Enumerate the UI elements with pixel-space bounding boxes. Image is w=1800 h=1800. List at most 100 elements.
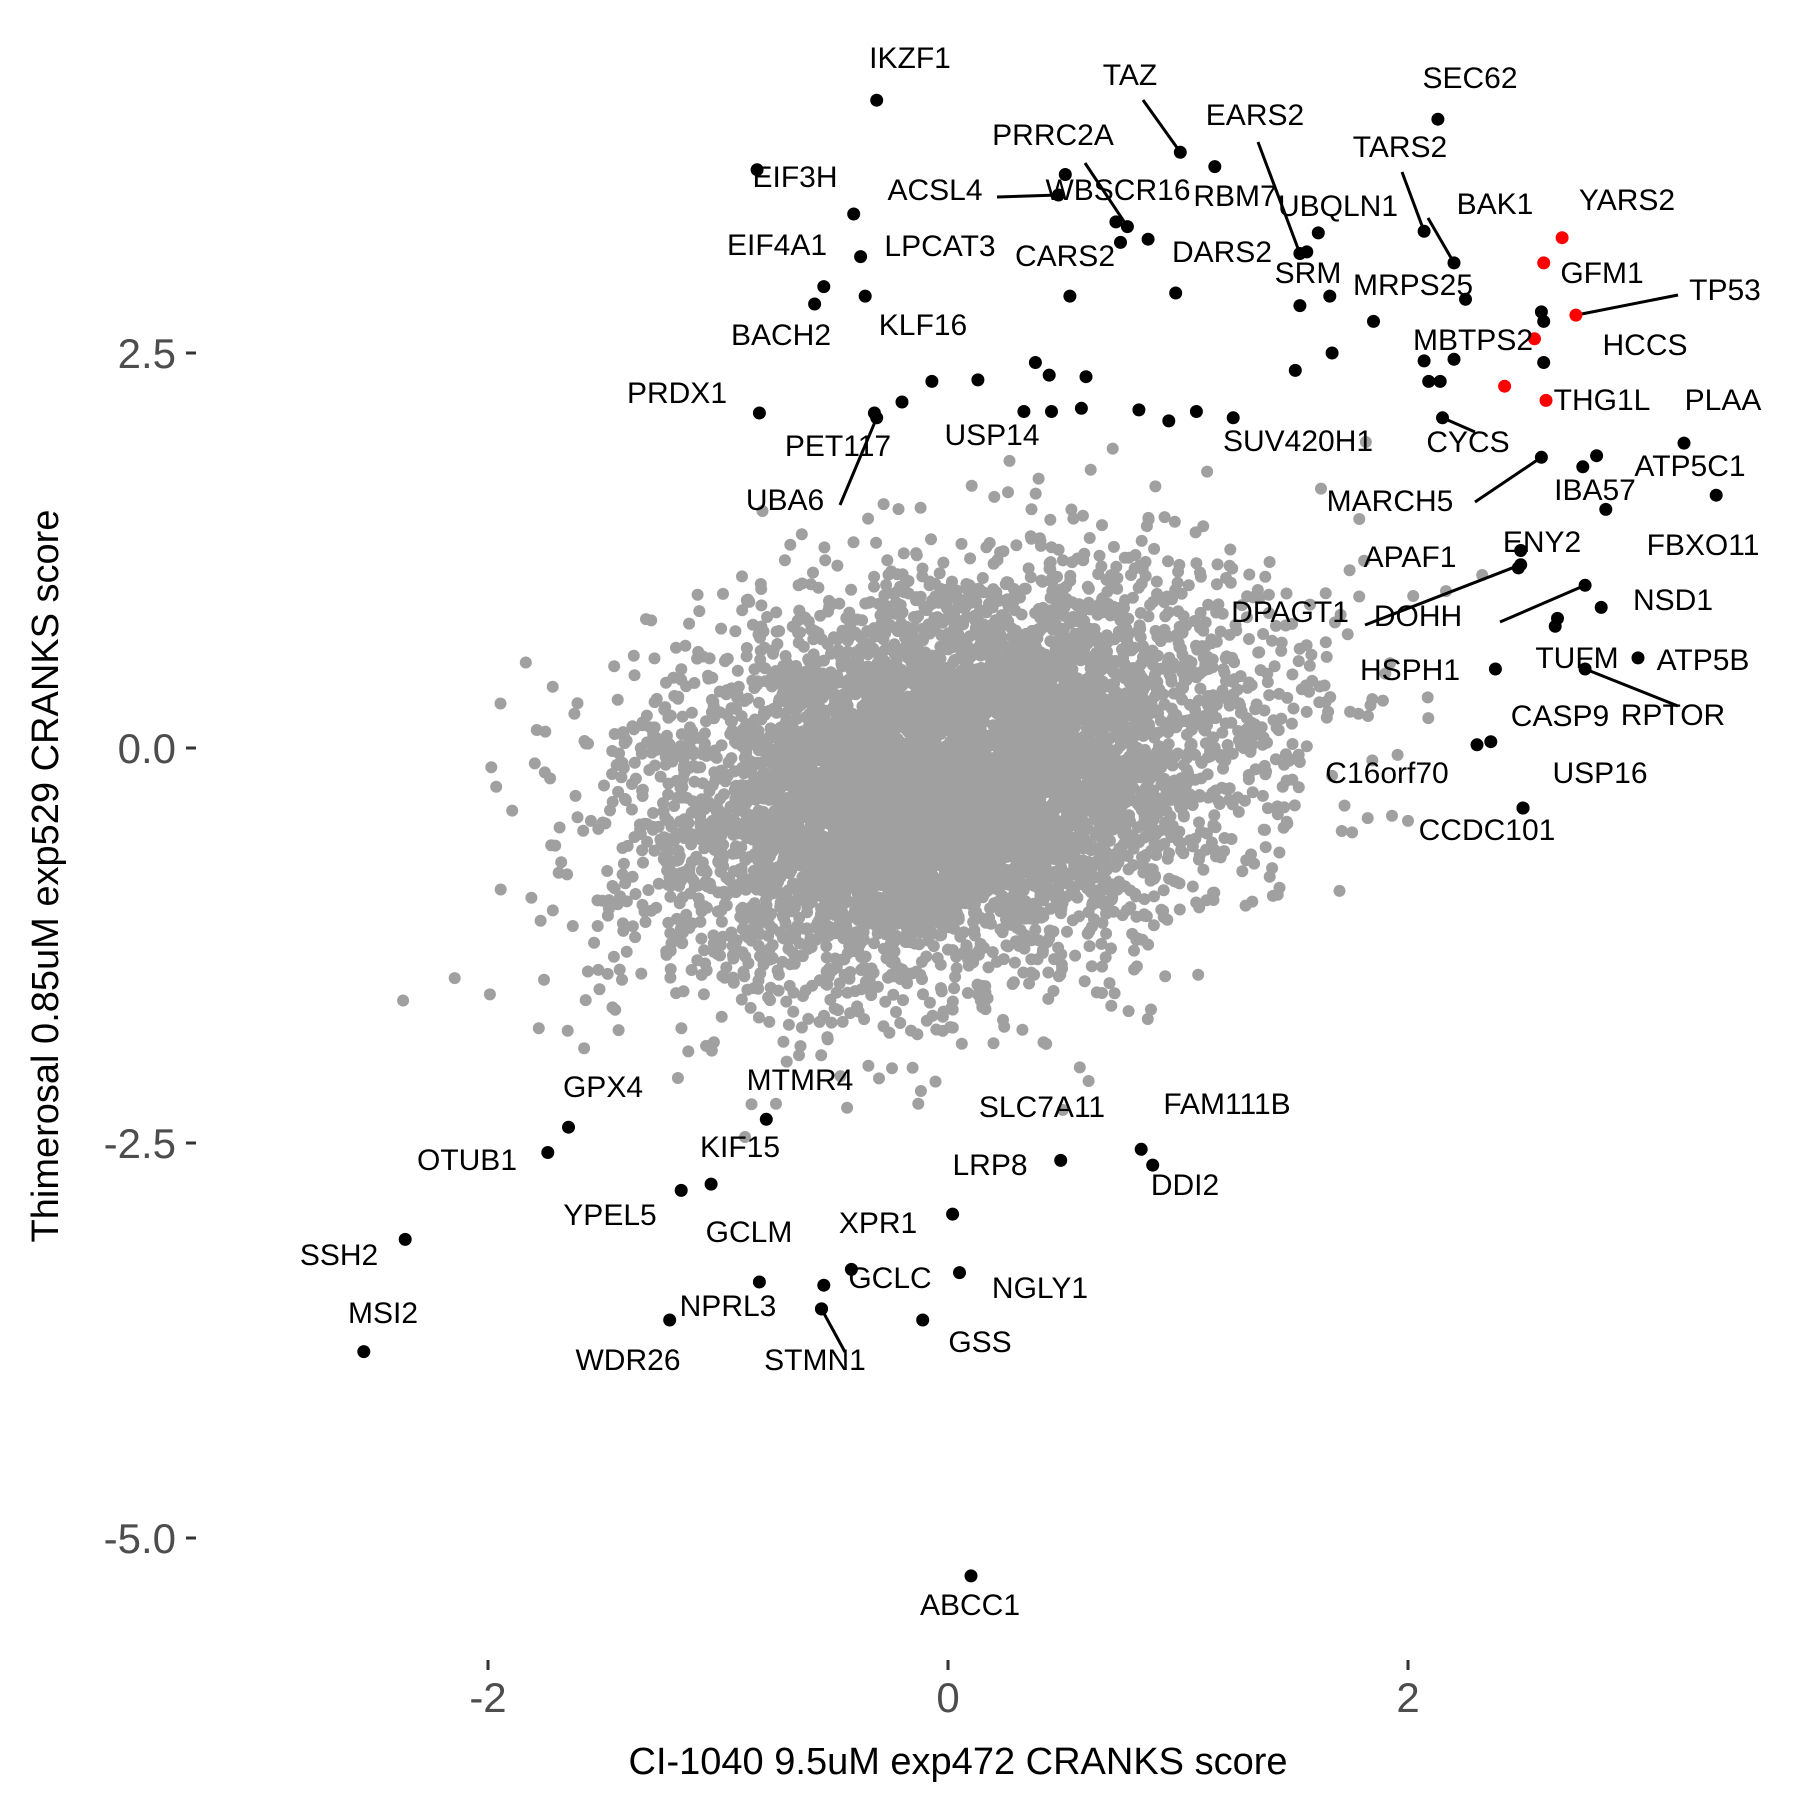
background-point — [1226, 747, 1239, 760]
background-point — [836, 1015, 849, 1028]
background-point — [780, 995, 793, 1008]
background-point — [1234, 670, 1247, 683]
background-point — [1209, 821, 1222, 834]
background-point — [1073, 1061, 1086, 1074]
background-point — [1061, 925, 1073, 938]
background-point — [895, 617, 908, 630]
background-point — [483, 988, 496, 1001]
background-point — [1285, 717, 1298, 730]
background-point — [1151, 649, 1164, 662]
background-point — [682, 817, 695, 829]
background-point — [1211, 558, 1224, 571]
background-point — [1052, 543, 1065, 556]
background-point — [735, 903, 748, 916]
background-point — [684, 721, 696, 734]
background-point — [1292, 655, 1305, 668]
background-point — [818, 541, 831, 554]
background-point — [1130, 910, 1143, 923]
background-point — [715, 1010, 728, 1023]
background-point — [855, 964, 868, 976]
background-point — [592, 963, 605, 976]
background-point — [957, 926, 970, 939]
background-point — [665, 820, 678, 833]
background-point — [1379, 667, 1392, 680]
background-point — [948, 982, 961, 995]
background-point — [485, 761, 498, 774]
background-point — [1208, 809, 1221, 822]
background-point — [1029, 487, 1042, 500]
background-point — [739, 1131, 751, 1143]
background-point — [1224, 576, 1237, 589]
background-point — [725, 715, 738, 728]
background-point — [668, 834, 681, 847]
background-point — [1100, 907, 1112, 920]
background-point — [566, 920, 579, 932]
background-point — [752, 939, 765, 952]
background-point — [770, 1097, 782, 1110]
background-point — [1261, 667, 1274, 680]
background-point — [652, 877, 665, 890]
background-point — [628, 669, 641, 682]
background-point — [1017, 966, 1030, 979]
background-point — [1173, 903, 1186, 916]
background-point — [1062, 672, 1075, 685]
background-point — [675, 1022, 688, 1035]
background-point — [1093, 549, 1106, 562]
background-point — [1047, 985, 1060, 997]
background-point — [802, 1012, 815, 1025]
background-point — [1319, 587, 1332, 600]
background-point — [1286, 668, 1299, 681]
background-point — [1243, 633, 1255, 645]
background-point — [1034, 878, 1047, 891]
background-point — [616, 868, 629, 881]
background-point — [778, 554, 791, 567]
background-point — [1016, 1023, 1029, 1036]
background-point — [819, 554, 832, 567]
background-point — [908, 611, 920, 623]
background-point — [629, 888, 642, 900]
background-point — [870, 536, 883, 549]
background-point — [727, 976, 740, 989]
background-point — [601, 967, 614, 980]
background-point — [1275, 636, 1288, 649]
background-point — [1138, 852, 1151, 864]
background-point — [1216, 726, 1229, 739]
background-point — [617, 857, 630, 870]
background-point — [648, 652, 661, 665]
background-point — [1262, 588, 1275, 601]
background-point — [1148, 542, 1161, 555]
background-point — [627, 649, 640, 662]
background-point — [744, 1001, 757, 1014]
background-point — [634, 742, 647, 755]
background-point — [702, 672, 715, 685]
background-point — [1315, 482, 1327, 495]
background-point — [1122, 1005, 1135, 1018]
background-point — [1359, 436, 1372, 448]
background-point — [997, 953, 1010, 966]
background-point — [748, 663, 761, 676]
background-point — [1173, 877, 1186, 890]
background-point — [952, 911, 965, 923]
background-point — [546, 680, 559, 693]
background-point — [1128, 963, 1141, 976]
background-point — [1236, 865, 1249, 878]
background-point — [1154, 635, 1167, 647]
background-point — [841, 1101, 854, 1114]
background-point — [691, 797, 704, 810]
background-point — [1161, 590, 1174, 603]
background-point — [1263, 556, 1276, 568]
background-point — [725, 702, 738, 715]
background-point — [801, 906, 814, 919]
background-point — [664, 880, 677, 892]
background-point — [742, 957, 755, 970]
background-point — [1159, 610, 1172, 623]
background-point — [1108, 987, 1121, 1000]
background-point — [1278, 801, 1291, 814]
background-point — [897, 547, 910, 560]
background-point — [1081, 580, 1094, 593]
background-point — [1286, 773, 1299, 786]
background-point — [571, 697, 584, 710]
background-point — [528, 757, 541, 770]
background-point — [740, 807, 753, 820]
background-point — [1251, 584, 1264, 596]
